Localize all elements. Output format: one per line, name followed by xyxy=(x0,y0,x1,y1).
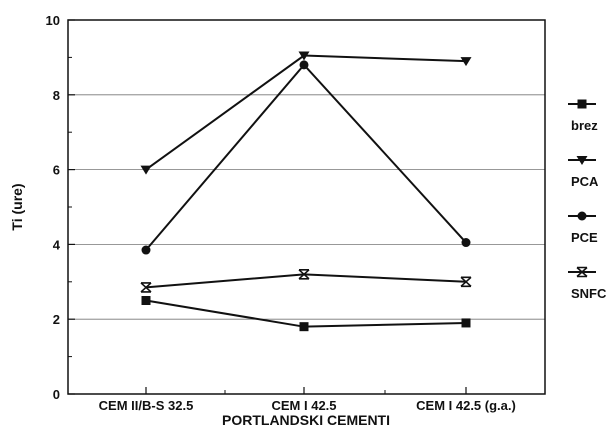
data-point-pce xyxy=(142,246,151,255)
series-line-pca xyxy=(146,56,466,170)
x-axis-title: PORTLANDSKI CEMENTI xyxy=(222,412,390,427)
legend-marker-brez xyxy=(578,100,587,109)
y-axis-ticks: 0 2 4 6 8 10 xyxy=(46,13,75,402)
grid-lines xyxy=(68,95,545,319)
data-point-brez xyxy=(462,318,471,327)
y-tick-label: 0 xyxy=(53,387,60,402)
data-point-pce xyxy=(300,60,309,69)
y-tick-label: 6 xyxy=(53,163,60,178)
series-pca xyxy=(141,52,472,175)
legend-label-snfc: SNFC xyxy=(571,286,607,301)
data-point-pce xyxy=(462,238,471,247)
legend-label-pca: PCA xyxy=(571,174,599,189)
y-axis-title: Ti (ure) xyxy=(9,183,25,230)
legend-marker-pce xyxy=(578,212,587,221)
series-line-pce xyxy=(146,65,466,250)
legend-label-pce: PCE xyxy=(571,230,598,245)
data-point-brez xyxy=(142,296,151,305)
y-tick-label: 2 xyxy=(53,312,60,327)
data-point-pca xyxy=(141,166,152,175)
y-tick-label: 10 xyxy=(46,13,60,28)
plot-frame xyxy=(68,20,545,394)
series-brez xyxy=(142,296,471,331)
x-tick-label: CEM II/B-S 32.5 xyxy=(99,398,194,413)
x-axis-ticks: CEM II/B-S 32.5 CEM I 42.5 CEM I 42.5 (g.a… xyxy=(99,387,516,413)
y-tick-label: 4 xyxy=(53,237,61,252)
legend-label-brez: brez xyxy=(571,118,598,133)
x-tick-label: CEM I 42.5 (g.a.) xyxy=(416,398,516,413)
x-tick-label: CEM I 42.5 xyxy=(271,398,336,413)
series-group xyxy=(141,52,472,332)
y-tick-label: 8 xyxy=(53,88,60,103)
series-snfc xyxy=(141,270,471,292)
data-point-brez xyxy=(300,322,309,331)
series-pce xyxy=(142,60,471,254)
legend: brez PCA PCE SNFC xyxy=(568,100,607,302)
